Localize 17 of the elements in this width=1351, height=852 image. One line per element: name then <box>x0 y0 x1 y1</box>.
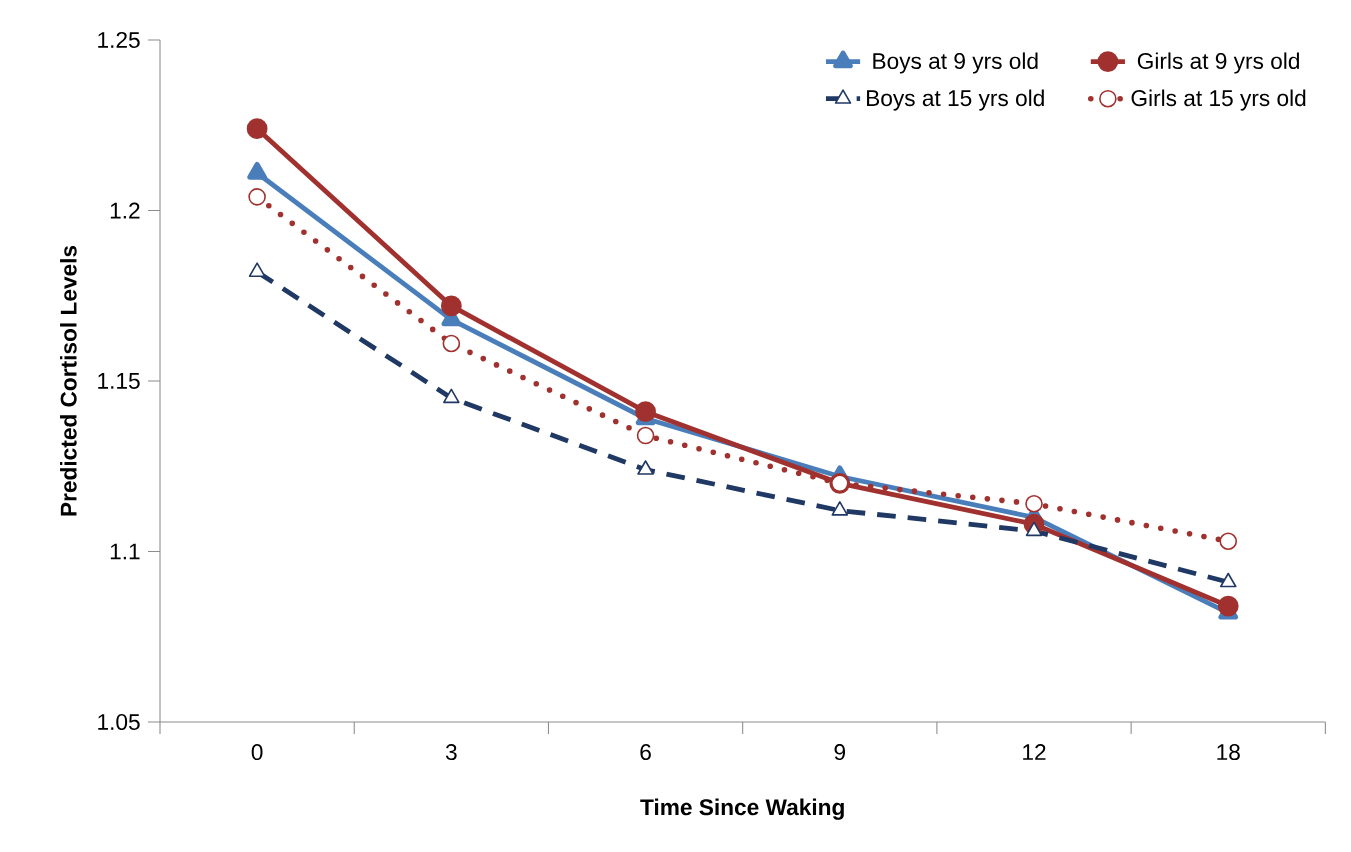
legend-label: Boys at 15 yrs old <box>867 89 1044 111</box>
legend-label: Girls at 9 yrs old <box>1137 52 1299 74</box>
x-axis-title: Time Since Waking <box>640 798 844 820</box>
y-axis-title: Predicted Cortisol Levels <box>60 245 77 516</box>
x-tick-label: 9 <box>834 744 846 761</box>
x-tick-label: 12 <box>1023 744 1046 760</box>
y-tick-label: 1.25 <box>98 31 140 49</box>
legend-label: Girls at 15 yrs old <box>1131 89 1306 111</box>
y-tick-label: 1.1 <box>110 543 140 560</box>
y-tick-label: 1.2 <box>110 202 140 219</box>
y-tick-label: 1.15 <box>98 373 140 389</box>
legend-label: Boys at 9 yrs old <box>873 52 1038 74</box>
x-tick-label: 6 <box>640 744 651 761</box>
y-tick-label: 1.05 <box>98 713 140 731</box>
x-tick-label: 0 <box>251 744 263 761</box>
x-tick-label: 3 <box>445 744 457 761</box>
x-tick-label: 18 <box>1217 744 1240 761</box>
